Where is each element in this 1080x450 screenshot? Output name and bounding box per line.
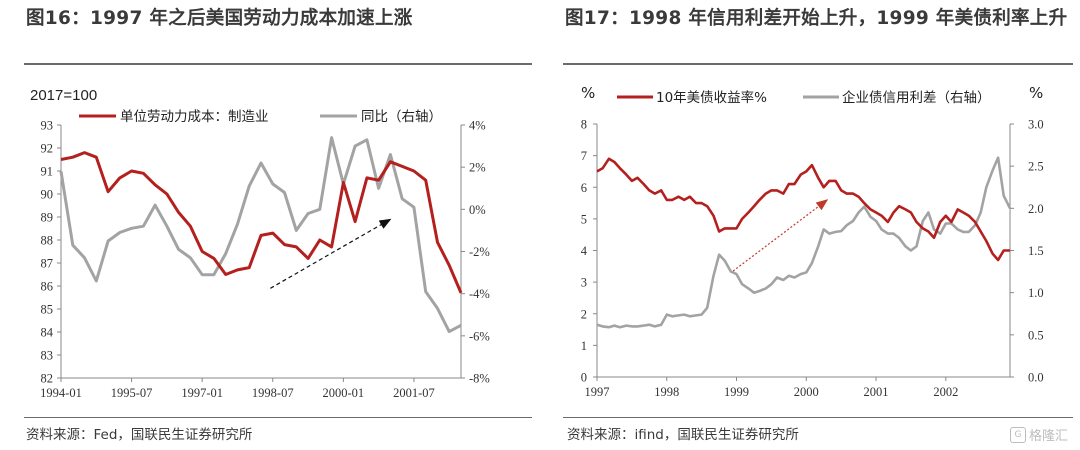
y2-tick-label: 0.0 bbox=[1028, 371, 1044, 385]
y-tick-label: 82 bbox=[41, 372, 54, 386]
y-tick-label: 83 bbox=[41, 349, 54, 363]
y-tick-label: 5 bbox=[581, 212, 587, 226]
y-tick-label: 88 bbox=[41, 234, 54, 248]
y2-tick-label: 1.5 bbox=[1028, 244, 1044, 258]
y2-tick-label: -6% bbox=[469, 329, 490, 343]
left-unit-label: % bbox=[581, 84, 595, 102]
x-tick-label: 1998-07 bbox=[252, 386, 294, 400]
y2-tick-label: 4% bbox=[469, 119, 486, 133]
chart-source: 资料来源：ifind，国联民生证券研究所 bbox=[567, 427, 799, 443]
x-tick-label: 1994-01 bbox=[40, 386, 82, 400]
y2-tick-label: 2.5 bbox=[1028, 160, 1044, 174]
chart-16-svg: 2017=100 82 83 84 85 86 87 88 89 90 91 92 93 4% 2% 0% -2… bbox=[30, 87, 490, 400]
series-line-yoy bbox=[59, 136, 462, 334]
title-rule bbox=[563, 63, 1073, 65]
y2-tick-label: -4% bbox=[469, 287, 490, 301]
watermark-text: 格隆汇 bbox=[1028, 429, 1068, 444]
figure-16-panel: 图16：1997 年之后美国劳动力成本加速上涨 2017=100 82 83 84 85… bbox=[24, 8, 532, 443]
chart-17-svg: % % 8 7 6 5 4 3 2 1 0 3.0 2.5 2.0 1.5 1.0 0.5 0.0 1997 1998… bbox=[581, 84, 1044, 399]
y-tick-label: 85 bbox=[41, 303, 54, 317]
y-tick-label: 7 bbox=[581, 149, 587, 163]
series-line-treasury-yield bbox=[596, 157, 1010, 262]
y2-tick-label: 2% bbox=[469, 161, 486, 175]
y2-tick-label: 0% bbox=[469, 203, 486, 217]
y-tick-label: 6 bbox=[581, 181, 587, 195]
x-tick-label: 1998 bbox=[654, 385, 679, 399]
series-line-unit-labor-cost bbox=[60, 151, 463, 294]
chart-title: 图16：1997 年之后美国劳动力成本加速上涨 bbox=[26, 8, 413, 29]
y2-tick-label: 2.0 bbox=[1028, 202, 1044, 216]
chart-title: 图17：1998 年信用利差开始上升，1999 年美债利率上升 bbox=[565, 8, 1068, 29]
legend-label-unit-labor-cost: 单位劳动力成本：制造业 bbox=[120, 109, 269, 125]
y-tick-label: 3 bbox=[581, 276, 587, 290]
right-unit-label: % bbox=[1029, 84, 1043, 102]
x-tick-label: 2001-07 bbox=[393, 386, 435, 400]
unit-label: 2017=100 bbox=[30, 87, 97, 104]
y2-tick-label: 0.5 bbox=[1028, 328, 1044, 342]
legend-label-yoy: 同比（右轴） bbox=[361, 109, 442, 125]
trend-arrow bbox=[270, 218, 392, 289]
y-tick-label: 86 bbox=[41, 280, 54, 294]
x-tick-label: 2002 bbox=[933, 385, 958, 399]
title-rule bbox=[24, 63, 532, 65]
x-tick-label: 1999 bbox=[724, 385, 749, 399]
y-tick-label: 91 bbox=[41, 165, 54, 179]
y-tick-label: 89 bbox=[41, 211, 54, 225]
x-tick-label: 2000 bbox=[794, 385, 819, 399]
y-tick-label: 90 bbox=[41, 188, 54, 202]
source-rule bbox=[563, 417, 1073, 418]
x-tick-label: 1997-01 bbox=[181, 386, 223, 400]
y-tick-label: 1 bbox=[581, 339, 587, 353]
figure-17-panel: 图17：1998 年信用利差开始上升，1999 年美债利率上升 %% 8 7 6 5 4 3… bbox=[545, 0, 1080, 450]
chart-source: 资料来源：Fed，国联民生证券研究所 bbox=[26, 427, 253, 443]
glh-logo-icon: G bbox=[1009, 426, 1026, 443]
y-tick-label: 87 bbox=[41, 257, 54, 271]
y-tick-label: 93 bbox=[41, 119, 54, 133]
legend-label-treasury-yield: 10年美债收益率% bbox=[656, 89, 767, 106]
y2-tick-label: 1.0 bbox=[1028, 286, 1044, 300]
source-rule bbox=[24, 417, 532, 418]
x-tick-label: 2000-01 bbox=[323, 386, 365, 400]
y-tick-label: 4 bbox=[581, 244, 588, 258]
y-tick-label: 0 bbox=[581, 371, 587, 385]
y2-tick-label: -8% bbox=[469, 372, 490, 386]
y-tick-label: 92 bbox=[41, 142, 54, 156]
y-tick-label: 84 bbox=[41, 326, 54, 340]
x-tick-label: 1997 bbox=[585, 385, 610, 399]
x-tick-label: 2001 bbox=[864, 385, 889, 399]
y2-tick-label: -2% bbox=[469, 245, 490, 259]
y2-tick-label: 3.0 bbox=[1028, 118, 1044, 132]
y-tick-label: 8 bbox=[581, 118, 587, 132]
watermark: G 格隆汇 bbox=[1009, 425, 1068, 444]
legend-label-credit-spread: 企业债信用利差（右轴） bbox=[842, 89, 991, 106]
series-line-credit-spread bbox=[596, 156, 1012, 329]
x-tick-label: 1995-07 bbox=[111, 386, 153, 400]
y-tick-label: 2 bbox=[581, 307, 587, 321]
